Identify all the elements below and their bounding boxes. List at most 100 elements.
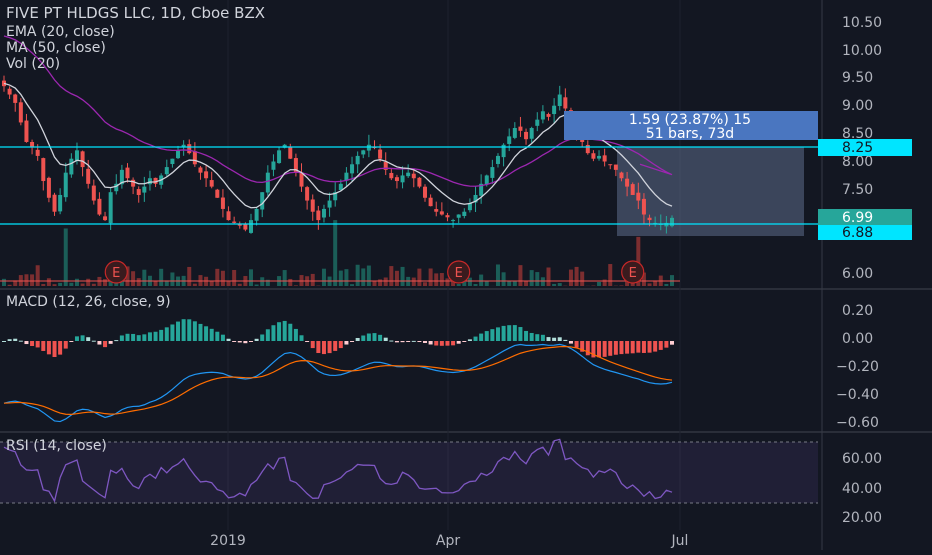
macd-histogram-bar: [19, 341, 23, 342]
macd-histogram-bar: [64, 341, 68, 349]
volume-bar: [479, 275, 483, 286]
time-tick-jul: Jul: [671, 533, 689, 549]
macd-histogram-bar: [36, 341, 40, 347]
candle-body: [8, 89, 12, 95]
volume-bar: [142, 270, 146, 286]
macd-histogram-bar: [395, 341, 399, 342]
candle-body: [277, 150, 281, 163]
macd-histogram-bar: [328, 341, 332, 353]
candle-body: [109, 192, 113, 223]
volume-bar: [552, 284, 556, 286]
macd-tick: 0.00: [842, 331, 873, 347]
price-tick: 10.00: [842, 43, 882, 59]
volume-bar: [58, 283, 62, 286]
macd-histogram-bar: [30, 341, 34, 346]
candle-body: [434, 209, 438, 212]
candle-body: [53, 195, 57, 212]
candle-body: [47, 178, 51, 198]
volume-bar: [367, 266, 371, 286]
rsi-tick: 40.00: [842, 481, 882, 497]
macd-histogram-bar: [81, 335, 85, 341]
macd-histogram-bar: [339, 341, 343, 348]
volume-bar: [395, 271, 399, 286]
macd-histogram-bar: [457, 341, 461, 344]
candle-body: [210, 180, 214, 187]
macd-histogram-bar: [597, 341, 601, 357]
volume-bar: [580, 272, 584, 286]
price-tag-upper-text: 8.25: [842, 140, 873, 156]
candle-body: [395, 177, 399, 181]
candle-body: [125, 168, 129, 179]
macd-tick: −0.40: [836, 387, 879, 403]
volume-bar: [603, 280, 607, 286]
macd-histogram-bar: [575, 341, 579, 348]
macd-histogram-bar: [445, 341, 449, 346]
macd-histogram-bar: [137, 335, 141, 341]
candle-body: [367, 145, 371, 151]
macd-histogram-bar: [619, 341, 623, 354]
volume-bar: [170, 272, 174, 286]
candle-body: [266, 173, 270, 193]
macd-histogram-bar: [451, 341, 455, 345]
macd-histogram-bar: [221, 335, 225, 341]
macd-axis[interactable]: 0.20 0.00 −0.20 −0.40 −0.60: [836, 303, 879, 431]
candle-body: [412, 174, 416, 179]
candle-body: [619, 173, 623, 179]
volume-bar: [434, 273, 438, 286]
candle-body: [389, 173, 393, 178]
macd-histogram-bar: [423, 341, 427, 343]
volume-bar: [423, 282, 427, 286]
macd-histogram-bar: [485, 331, 489, 341]
macd-histogram-bar: [305, 341, 309, 342]
macd-histogram-bar: [648, 341, 652, 353]
symbol-title[interactable]: FIVE PT HLDGS LLC, 1D, Cboe BZX: [6, 4, 265, 22]
macd-histogram-bar: [552, 338, 556, 341]
candle-body: [103, 216, 107, 220]
rsi-legend[interactable]: RSI (14, close): [6, 438, 107, 454]
candle-body: [137, 189, 141, 195]
volume-bar: [619, 285, 623, 286]
macd-histogram-bar: [547, 337, 551, 341]
macd-histogram-bar: [204, 326, 208, 341]
macd-histogram-bar: [378, 335, 382, 341]
earnings-label: E: [629, 266, 637, 281]
macd-histogram-bar: [92, 341, 96, 342]
macd-histogram-bar: [288, 324, 292, 341]
ema-legend[interactable]: EMA (20, close): [6, 24, 115, 40]
volume-bar: [294, 285, 298, 286]
measure-range-box[interactable]: [617, 147, 804, 236]
candle-body: [642, 199, 646, 215]
candle-body: [198, 167, 202, 172]
macd-tick: −0.60: [836, 415, 879, 431]
macd-signal-line: [4, 347, 672, 415]
macd-histogram-bar: [401, 341, 405, 342]
macd-histogram-bar: [294, 329, 298, 341]
candle-body: [518, 127, 522, 131]
volume-bar: [24, 274, 28, 286]
ma-legend[interactable]: MA (50, close): [6, 40, 106, 56]
macd-histogram-bar: [210, 329, 214, 341]
volume-bar: [30, 274, 34, 286]
macd-histogram-bar: [58, 341, 62, 355]
volume-series: [0, 220, 680, 286]
price-tick: 9.50: [842, 70, 873, 86]
time-axis[interactable]: 2019 Apr Jul: [210, 533, 688, 549]
macd-histogram-bar: [614, 341, 618, 355]
macd-histogram-bar: [490, 329, 494, 341]
volume-bar: [502, 272, 506, 286]
macd-histogram-bar: [154, 332, 158, 341]
macd-histogram-bar: [255, 339, 259, 341]
macd-histogram-bar: [356, 338, 360, 341]
vol-legend[interactable]: Vol (20): [6, 56, 60, 72]
volume-bar: [518, 265, 522, 286]
rsi-axis[interactable]: 60.00 40.00 20.00: [842, 451, 882, 526]
candle-body: [524, 132, 528, 139]
candle-body: [249, 220, 253, 233]
candle-body: [462, 212, 466, 216]
macd-histogram-bar: [53, 341, 57, 357]
macd-legend[interactable]: MACD (12, 26, close, 9): [6, 294, 171, 310]
macd-histogram-bar: [13, 339, 17, 341]
